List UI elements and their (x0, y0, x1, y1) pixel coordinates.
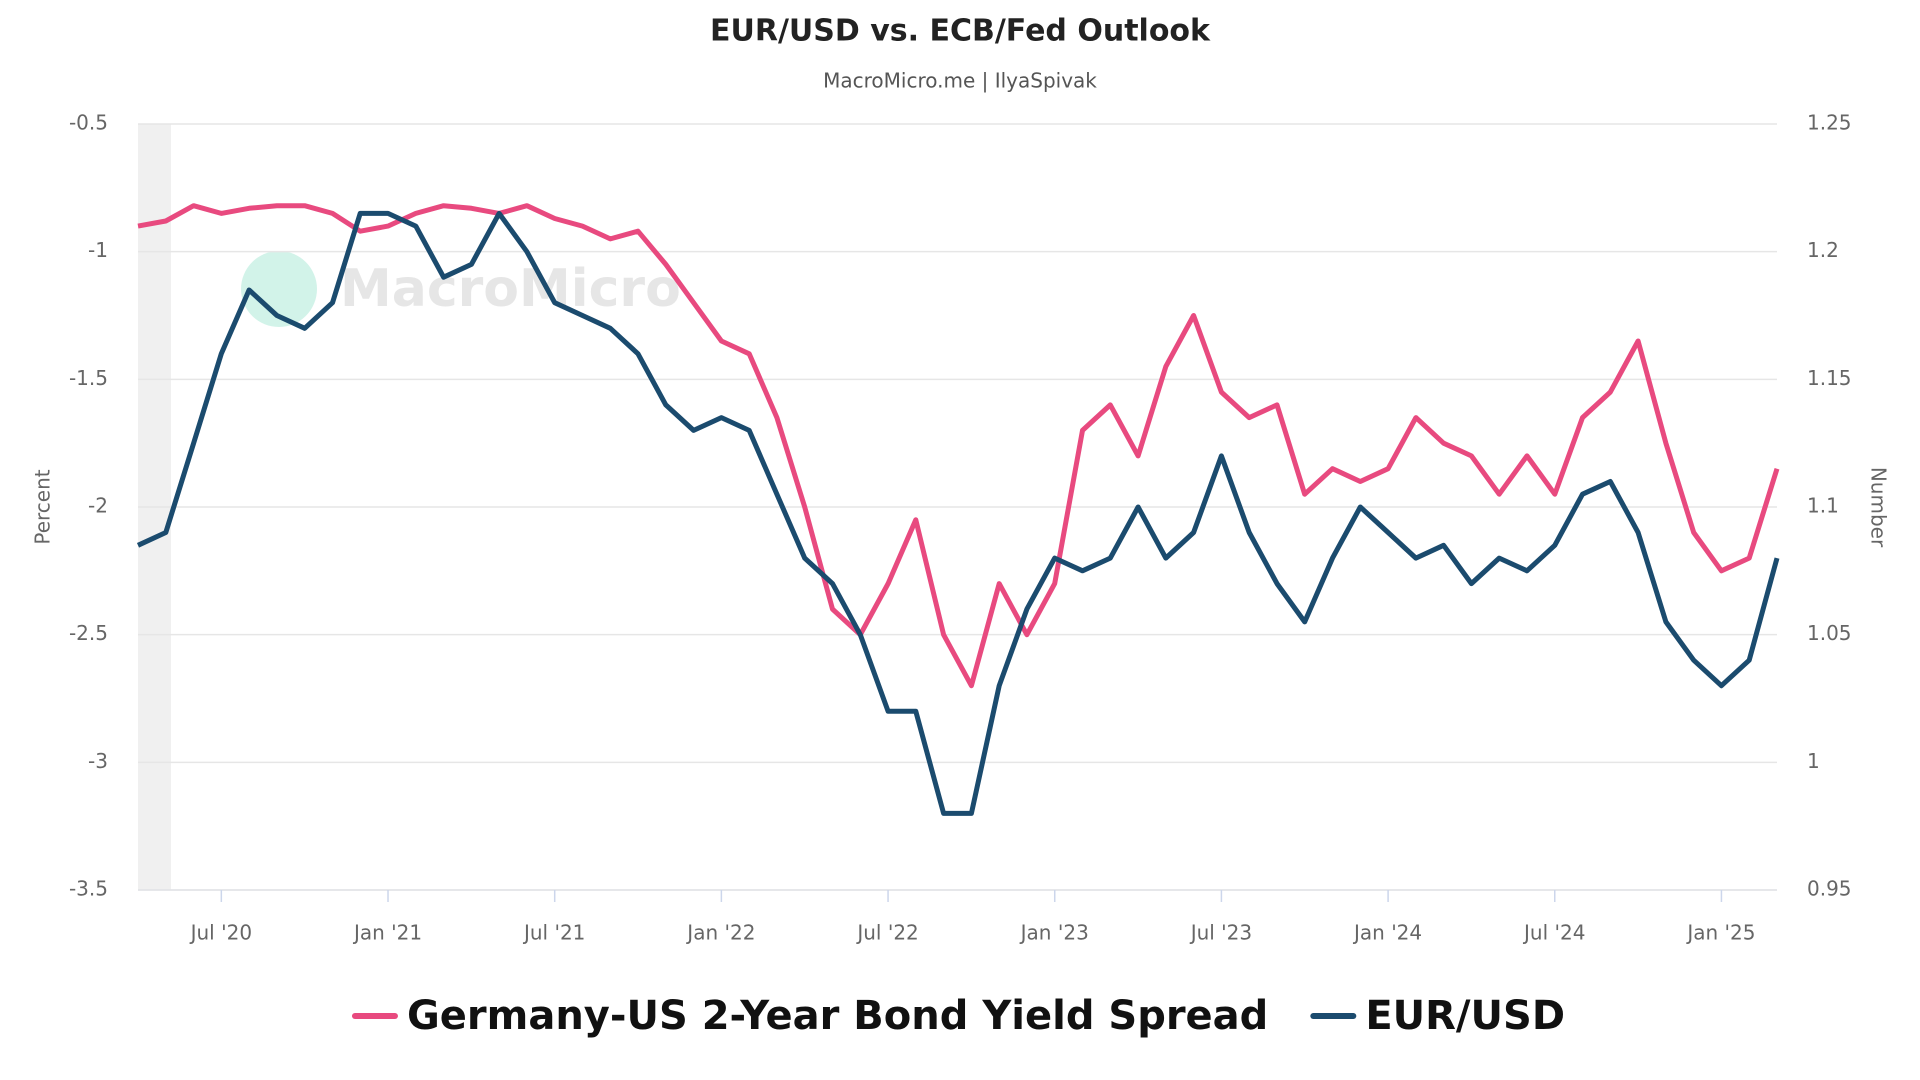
x-tick-label: Jul '20 (189, 921, 252, 945)
series-line (137, 203, 1780, 689)
y2-tick-label: 1.1 (1807, 494, 1839, 518)
watermark: MacroMicro (340, 259, 681, 319)
legend-label: Germany-US 2-Year Bond Yield Spread (407, 993, 1268, 1039)
y2-tick-label: 1.25 (1807, 111, 1852, 135)
series-line (136, 210, 1780, 816)
y2-tick-label: 1.2 (1807, 238, 1839, 262)
x-tick-label: Jan '25 (1685, 921, 1755, 945)
x-tick-label: Jul '21 (522, 921, 585, 945)
y-tick-label: -2.5 (69, 621, 108, 645)
y-tick-label: -3.5 (69, 877, 108, 901)
y-tick-label: -1.5 (69, 366, 108, 390)
watermark-logo (241, 251, 317, 327)
y2-tick-label: 1.15 (1807, 366, 1852, 390)
legend-item: EUR/USD (1310, 993, 1565, 1039)
y2-tick-label: 1 (1807, 749, 1820, 773)
y2-tick-label: 1.05 (1807, 621, 1852, 645)
legend-item: Germany-US 2-Year Bond Yield Spread (351, 993, 1268, 1039)
x-tick-label: Jan '24 (1352, 921, 1422, 945)
legend-label: EUR/USD (1365, 993, 1565, 1039)
y-tick-label: -2 (88, 494, 108, 518)
x-tick-label: Jan '23 (1019, 921, 1089, 945)
y-tick-label: -1 (88, 238, 108, 262)
y2-axis-title: Number (1867, 467, 1891, 548)
y-tick-label: -3 (88, 749, 108, 773)
chart-title: EUR/USD vs. ECB/Fed Outlook (710, 14, 1211, 49)
y-axis-title: Percent (31, 469, 55, 544)
y-tick-label: -0.5 (69, 111, 108, 135)
x-tick-label: Jul '24 (1522, 921, 1585, 945)
x-tick-label: Jan '22 (685, 921, 755, 945)
y2-tick-label: 0.95 (1807, 877, 1852, 901)
x-tick-label: Jul '22 (855, 921, 918, 945)
x-tick-label: Jul '23 (1189, 921, 1252, 945)
chart-subtitle: MacroMicro.me | IlyaSpivak (823, 69, 1097, 93)
x-tick-label: Jan '21 (352, 921, 422, 945)
